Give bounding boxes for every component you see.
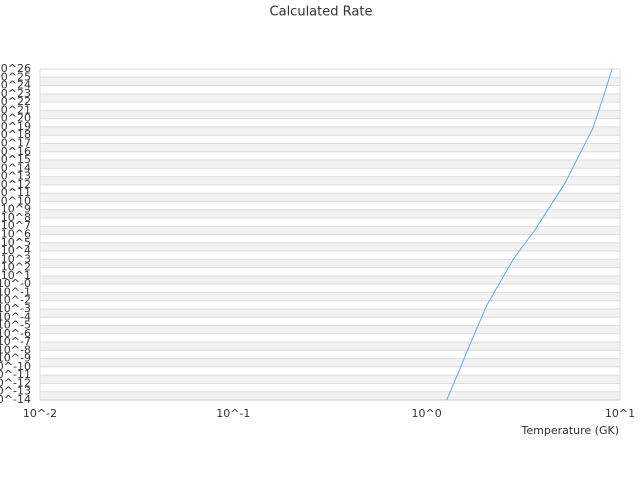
y-tick-label: 10^-3 — [0, 302, 31, 315]
y-tick-label: 10^-10 — [0, 360, 31, 373]
grid-band — [40, 358, 620, 367]
y-tick-label: 10^25 — [0, 70, 31, 83]
y-tick-label: 10^18 — [0, 128, 31, 141]
chart-title: Calculated Rate — [270, 5, 373, 20]
y-tick-label: 10^4 — [1, 244, 31, 257]
y-tick-label: 10^12 — [0, 178, 31, 191]
y-tick-label: 10^9 — [1, 203, 31, 216]
y-tick-label: 10^14 — [0, 161, 31, 174]
grid-band — [40, 209, 620, 218]
y-tick-label: 10^8 — [1, 211, 31, 224]
x-tick-label: 10^-2 — [23, 407, 57, 420]
grid-band — [40, 375, 620, 384]
y-tick-label: 10^7 — [1, 219, 31, 232]
grid — [40, 68, 620, 401]
grid-band — [40, 275, 620, 285]
y-tick-label: 10^1 — [1, 269, 31, 282]
y-tick-label: 10^-8 — [0, 343, 31, 356]
y-tick-label: 10^10 — [0, 194, 31, 207]
grid-band — [40, 226, 620, 235]
grid-band — [40, 325, 620, 334]
y-tick-label: 10^-13 — [0, 385, 31, 398]
grid-band — [40, 143, 620, 152]
grid-band — [40, 176, 620, 185]
y-tick-label: 10^-9 — [0, 352, 31, 365]
y-tick-label: 10^19 — [0, 120, 31, 133]
grid-band — [40, 242, 620, 252]
y-tick-label: 10^22 — [0, 95, 31, 108]
y-tick-label: 10^-0 — [0, 277, 31, 290]
y-tick-label: 10^24 — [0, 79, 31, 92]
y-tick-label: 10^-11 — [0, 368, 31, 381]
y-tick-label: 10^2 — [1, 261, 31, 274]
y-tick-label: 10^15 — [0, 153, 31, 166]
grid-band — [40, 292, 620, 301]
y-tick-label: 10^6 — [1, 228, 31, 241]
y-tick-label: 10^-12 — [0, 376, 31, 389]
y-tick-label: 10^-2 — [0, 294, 31, 307]
y-tick-label: 10^26 — [0, 62, 31, 75]
x-tick-label: 10^1 — [605, 407, 635, 420]
y-tick-label: 10^5 — [1, 236, 31, 249]
x-tick-label: 10^0 — [412, 407, 442, 420]
grid-band — [40, 110, 620, 119]
y-tick-label: 10^-4 — [0, 310, 31, 323]
data-line — [446, 68, 613, 401]
grid-band — [40, 391, 620, 400]
x-tick-label: 10^-1 — [216, 407, 250, 420]
y-tick-label: 10^23 — [0, 87, 31, 100]
grid-band — [40, 160, 620, 169]
y-tick-label: 10^11 — [0, 186, 31, 199]
grid-band — [40, 77, 620, 86]
y-tick-label: 10^20 — [0, 112, 31, 125]
grid-band — [40, 308, 620, 318]
y-tick-label: 10^13 — [0, 170, 31, 183]
grid-band — [40, 259, 620, 268]
x-axis-label: Temperature (GK) — [521, 424, 620, 437]
y-tick-label: 10^21 — [0, 103, 31, 116]
grid-band — [40, 126, 620, 136]
grid-band — [40, 93, 620, 103]
y-tick-label: 10^3 — [1, 252, 31, 265]
y-tick-label: 10^-7 — [0, 335, 31, 348]
y-tick-label: 10^-6 — [0, 327, 31, 340]
grid-band — [40, 342, 620, 351]
y-tick-label: 10^-14 — [0, 393, 31, 406]
grid-band — [40, 193, 620, 202]
y-tick-label: 10^17 — [0, 136, 31, 149]
y-tick-label: 10^-1 — [0, 285, 31, 298]
y-tick-label: 10^16 — [0, 145, 31, 158]
y-tick-label: 10^-5 — [0, 319, 31, 332]
